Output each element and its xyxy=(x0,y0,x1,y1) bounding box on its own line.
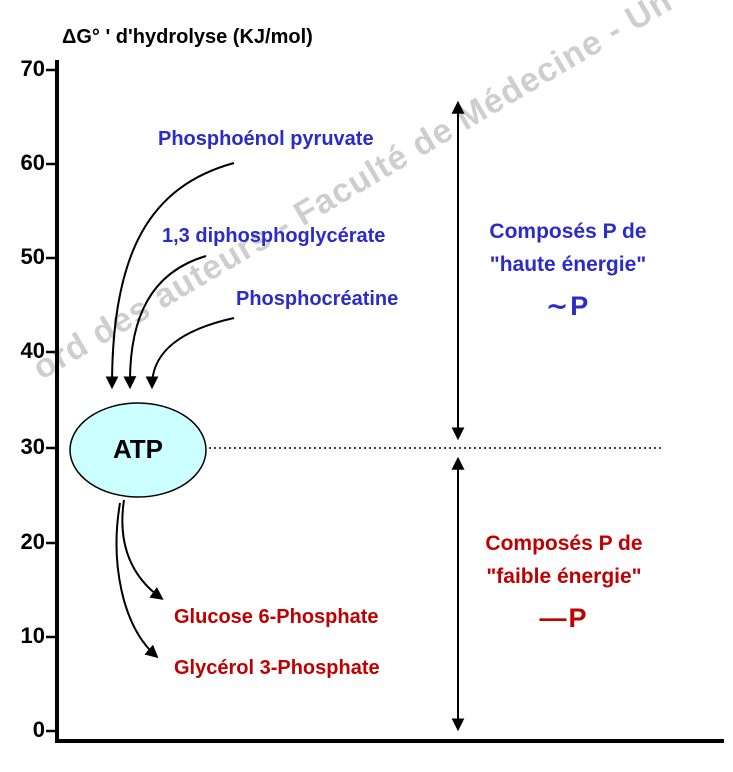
y-tick-label-50: 50 xyxy=(20,244,45,269)
legend-low-line2: "faible énergie" xyxy=(486,565,642,588)
y-tick-label-60: 60 xyxy=(20,150,45,175)
axes xyxy=(55,60,724,743)
y-tick-label-10: 10 xyxy=(20,623,45,648)
low-energy-bond-symbol: —P xyxy=(539,603,589,633)
compound-label-glucose-6-phosphate: Glucose 6-Phosphate xyxy=(174,606,379,628)
hydrolysis-arrows xyxy=(105,162,235,659)
legend-high-energy: Composés P de "haute énergie" ∼P xyxy=(460,215,676,323)
compound-label-phosphocreatine: Phosphocréatine xyxy=(236,288,399,310)
y-axis-ticks xyxy=(46,68,57,733)
y-tick-label-30: 30 xyxy=(20,434,45,459)
compound-label-diphosphoglycerate: 1,3 diphosphoglycérate xyxy=(162,225,386,247)
y-tick-label-20: 20 xyxy=(20,529,45,554)
legend-high-line1: Composés P de xyxy=(489,220,647,243)
arrow-atp-to-glucose xyxy=(121,499,164,600)
arrow-atp-to-glycerol xyxy=(115,502,159,659)
arrow-pcr-to-atp xyxy=(145,317,235,390)
compound-label-glycerol-3-phosphate: Glycérol 3-Phosphate xyxy=(174,657,380,679)
atp-label: ATP xyxy=(112,434,164,464)
legend-high-line2: "haute énergie" xyxy=(489,253,647,276)
chart-title: ΔG° ' d'hydrolyse (KJ/mol) xyxy=(62,26,313,48)
high-energy-bond-symbol: ∼P xyxy=(545,291,591,321)
y-tick-label-40: 40 xyxy=(20,338,45,363)
arrow-pep-to-atp xyxy=(105,162,235,390)
atp-ellipse xyxy=(69,402,207,498)
compound-label-phosphoenol-pyruvate: Phosphoénol pyruvate xyxy=(158,128,374,150)
y-tick-label-70: 70 xyxy=(20,56,45,81)
legend-low-energy: Composés P de "faible énergie" —P xyxy=(456,527,672,635)
legend-low-line1: Composés P de xyxy=(485,532,643,555)
y-tick-label-0: 0 xyxy=(32,717,45,742)
arrow-dpg-to-atp xyxy=(123,255,207,390)
